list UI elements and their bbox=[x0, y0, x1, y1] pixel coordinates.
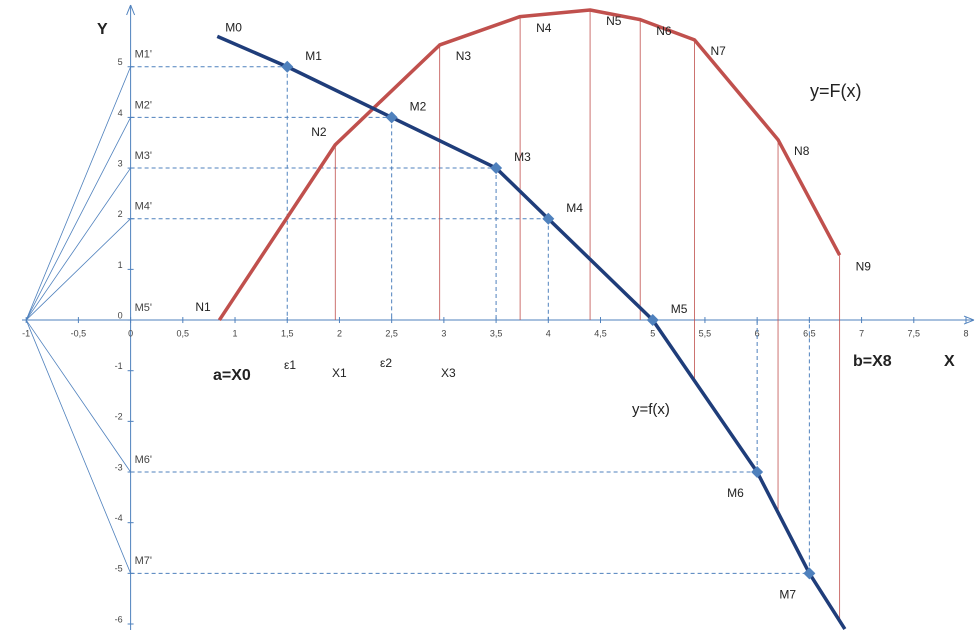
x-tick-label: 4,5 bbox=[594, 328, 607, 338]
y-tick-label: 5 bbox=[118, 57, 123, 67]
y-tick-label: 4 bbox=[118, 108, 123, 118]
x-tick-label: 6 bbox=[755, 328, 760, 338]
y-axis-title: Y bbox=[97, 21, 108, 38]
y-tick-label: -4 bbox=[115, 513, 123, 523]
y-tick-label: 0 bbox=[118, 310, 123, 320]
x-tick-label: -0,5 bbox=[71, 328, 87, 338]
x-axis-arrow bbox=[963, 315, 975, 325]
x-tick-label: 8 bbox=[963, 328, 968, 338]
y-tick-label: -1 bbox=[115, 361, 123, 371]
y-tick-label: -3 bbox=[115, 462, 123, 472]
x-tick-label: -1 bbox=[22, 328, 30, 338]
point-label: N7 bbox=[710, 44, 726, 58]
point-label: N2 bbox=[311, 125, 327, 139]
x-tick-label: 4 bbox=[546, 328, 551, 338]
x-tick-label: 0 bbox=[128, 328, 133, 338]
projection-label: M4' bbox=[135, 201, 152, 213]
annotation: b=X8 bbox=[853, 353, 892, 370]
point-marker bbox=[542, 212, 555, 225]
x-tick-label: 5 bbox=[650, 328, 655, 338]
annotation: X3 bbox=[441, 366, 456, 380]
y-tick-label: 2 bbox=[118, 209, 123, 219]
x-tick-label: 5,5 bbox=[699, 328, 712, 338]
x-tick-label: 0,5 bbox=[177, 328, 190, 338]
point-label: N1 bbox=[195, 300, 211, 314]
point-label: N6 bbox=[656, 24, 672, 38]
x-tick-label: 2,5 bbox=[385, 328, 398, 338]
x-tick-label: 7 bbox=[859, 328, 864, 338]
y-axis-arrow bbox=[126, 4, 136, 16]
annotation: a=X0 bbox=[213, 367, 251, 384]
point-marker bbox=[803, 567, 816, 580]
x-axis-title: X bbox=[944, 353, 955, 370]
y-tick-label: -5 bbox=[115, 564, 123, 574]
x-tick-label: 3 bbox=[441, 328, 446, 338]
y-tick-label: -6 bbox=[115, 614, 123, 624]
annotation: ε1 bbox=[284, 358, 296, 372]
point-label: M4 bbox=[566, 201, 583, 215]
point-label: M2 bbox=[410, 100, 427, 114]
point-label: M0 bbox=[225, 21, 242, 35]
pole-ray bbox=[25, 319, 131, 574]
point-label: M5 bbox=[671, 302, 688, 316]
x-tick-label: 7,5 bbox=[908, 328, 921, 338]
point-label: N5 bbox=[606, 14, 622, 28]
projection-label: M1' bbox=[135, 49, 152, 61]
x-tick-label: 1 bbox=[233, 328, 238, 338]
pole-ray bbox=[25, 66, 131, 321]
series-name: y=f(x) bbox=[632, 401, 670, 418]
point-marker bbox=[646, 314, 659, 327]
point-marker bbox=[751, 466, 764, 479]
x-tick-label: 3,5 bbox=[490, 328, 503, 338]
point-label: N3 bbox=[456, 49, 472, 63]
pole-ray bbox=[25, 319, 131, 473]
y-tick-label: -2 bbox=[115, 412, 123, 422]
point-marker bbox=[490, 162, 503, 175]
point-marker bbox=[385, 111, 398, 124]
annotation: X1 bbox=[332, 366, 347, 380]
pole-ray bbox=[25, 117, 131, 321]
point-label: N8 bbox=[794, 144, 810, 158]
x-tick-label: 1,5 bbox=[281, 328, 294, 338]
projection-label: M6' bbox=[135, 454, 152, 466]
point-label: N9 bbox=[856, 259, 872, 273]
point-label: N4 bbox=[536, 21, 552, 35]
point-label: M3 bbox=[514, 150, 531, 164]
point-label: M7 bbox=[779, 588, 796, 602]
annotation: ε2 bbox=[380, 356, 392, 370]
series-line bbox=[217, 8, 842, 322]
projection-label: M3' bbox=[135, 150, 152, 162]
y-tick-label: 3 bbox=[118, 158, 123, 168]
y-tick-label: 1 bbox=[118, 260, 123, 270]
projection-label: M7' bbox=[135, 555, 152, 567]
series-name: y=F(x) bbox=[810, 81, 862, 101]
point-label: M1 bbox=[305, 49, 322, 63]
x-tick-label: 2 bbox=[337, 328, 342, 338]
projection-label: M2' bbox=[135, 99, 152, 111]
pole-ray bbox=[25, 218, 131, 321]
pole-ray bbox=[25, 167, 131, 321]
projection-label: M5' bbox=[135, 302, 152, 314]
point-label: M6 bbox=[727, 486, 744, 500]
point-marker bbox=[281, 60, 294, 73]
